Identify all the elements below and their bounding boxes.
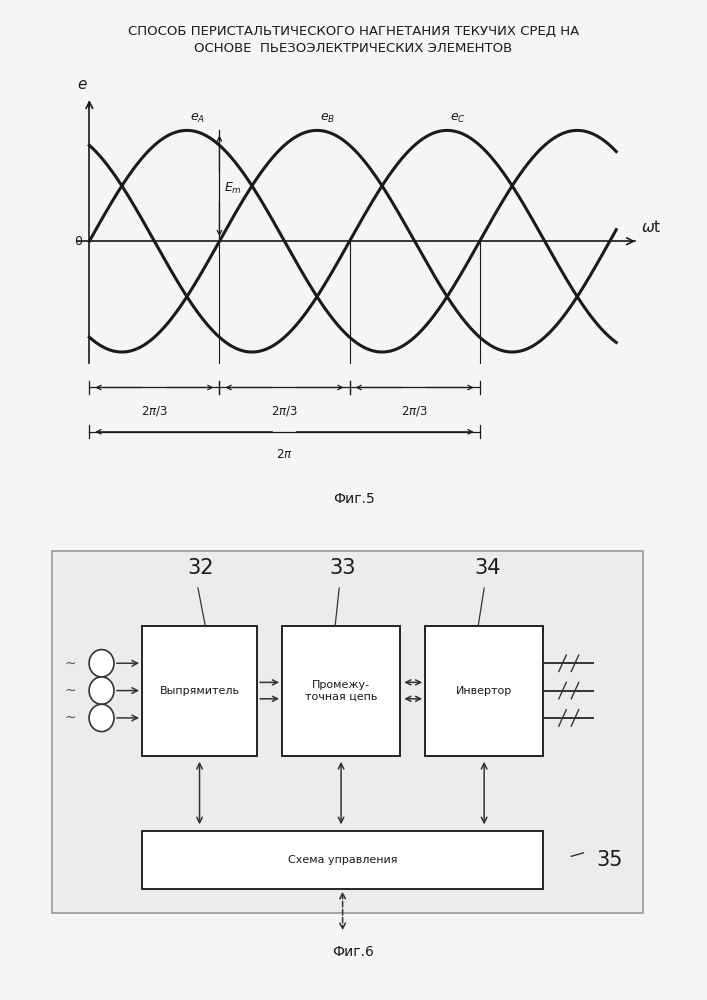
Text: Схема управления: Схема управления xyxy=(288,855,397,865)
FancyBboxPatch shape xyxy=(52,550,643,913)
Text: Промежу-
точная цепь: Промежу- точная цепь xyxy=(305,680,378,701)
Text: 32: 32 xyxy=(188,558,214,578)
FancyBboxPatch shape xyxy=(142,626,257,756)
Text: Инвертор: Инвертор xyxy=(456,686,513,696)
Text: ОСНОВЕ  ПЬЕЗОЭЛЕКТРИЧЕСКИХ ЭЛЕМЕНТОВ: ОСНОВЕ ПЬЕЗОЭЛЕКТРИЧЕСКИХ ЭЛЕМЕНТОВ xyxy=(194,42,513,55)
Circle shape xyxy=(89,677,114,704)
Text: 0: 0 xyxy=(74,235,82,248)
Text: $\omega$t: $\omega$t xyxy=(641,219,662,235)
Text: 35: 35 xyxy=(596,850,623,870)
Text: Фиг.6: Фиг.6 xyxy=(332,945,375,959)
Text: СПОСОБ ПЕРИСТАЛЬТИЧЕСКОГО НАГНЕТАНИЯ ТЕКУЧИХ СРЕД НА: СПОСОБ ПЕРИСТАЛЬТИЧЕСКОГО НАГНЕТАНИЯ ТЕК… xyxy=(128,25,579,38)
Text: $2\pi/3$: $2\pi/3$ xyxy=(141,404,168,418)
Text: ~: ~ xyxy=(64,656,76,670)
FancyBboxPatch shape xyxy=(142,831,543,889)
Text: $e_A$: $e_A$ xyxy=(190,112,205,125)
Text: $2\pi/3$: $2\pi/3$ xyxy=(401,404,428,418)
FancyBboxPatch shape xyxy=(425,626,543,756)
Text: $e_B$: $e_B$ xyxy=(320,112,335,125)
Text: $E_m$: $E_m$ xyxy=(224,180,242,196)
Text: ~: ~ xyxy=(64,711,76,725)
Text: $2\pi$: $2\pi$ xyxy=(276,448,293,461)
Text: $2\pi/3$: $2\pi/3$ xyxy=(271,404,298,418)
Text: $e_C$: $e_C$ xyxy=(450,112,466,125)
Circle shape xyxy=(89,650,114,677)
Text: Фиг.5: Фиг.5 xyxy=(332,492,375,506)
Text: Выпрямитель: Выпрямитель xyxy=(160,686,240,696)
Text: e: e xyxy=(77,77,86,92)
Circle shape xyxy=(89,704,114,732)
FancyBboxPatch shape xyxy=(282,626,400,756)
Text: 33: 33 xyxy=(329,558,356,578)
Text: ~: ~ xyxy=(64,684,76,698)
Text: 34: 34 xyxy=(474,558,501,578)
